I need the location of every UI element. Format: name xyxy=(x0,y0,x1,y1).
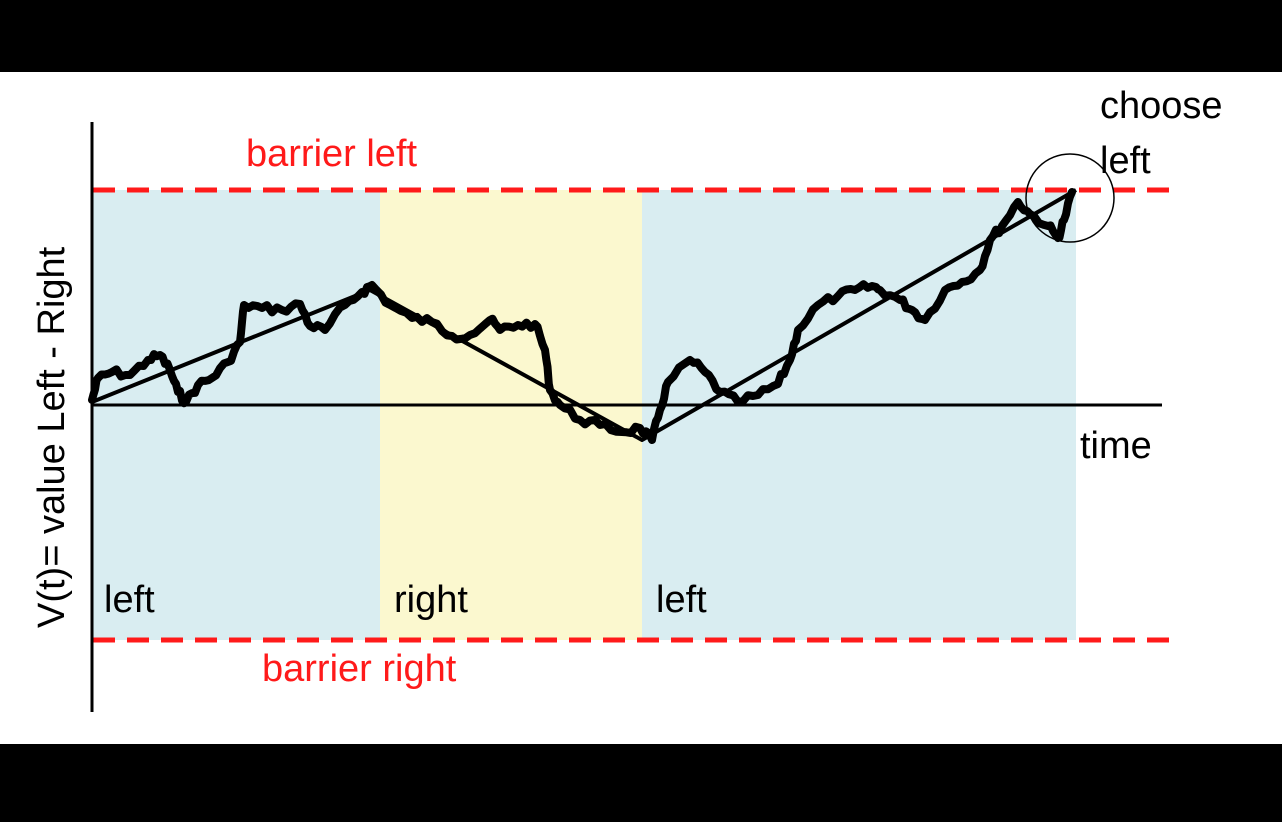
region-label-left-1: left xyxy=(104,579,155,621)
y-axis-label: V(t)= value Left - Right xyxy=(31,246,73,628)
region-left-2-shade xyxy=(642,190,1076,640)
barrier-left-label: barrier left xyxy=(246,133,417,175)
region-label-left-2: left xyxy=(656,579,707,621)
barrier-right-label: barrier right xyxy=(262,648,457,690)
region-left-1-shade xyxy=(93,190,380,640)
region-right-shade xyxy=(380,190,642,640)
time-axis-label: time xyxy=(1080,425,1152,467)
choose-label-line1: choose xyxy=(1100,85,1223,127)
region-label-right: right xyxy=(394,579,468,621)
choose-label-line2: left xyxy=(1100,140,1151,182)
